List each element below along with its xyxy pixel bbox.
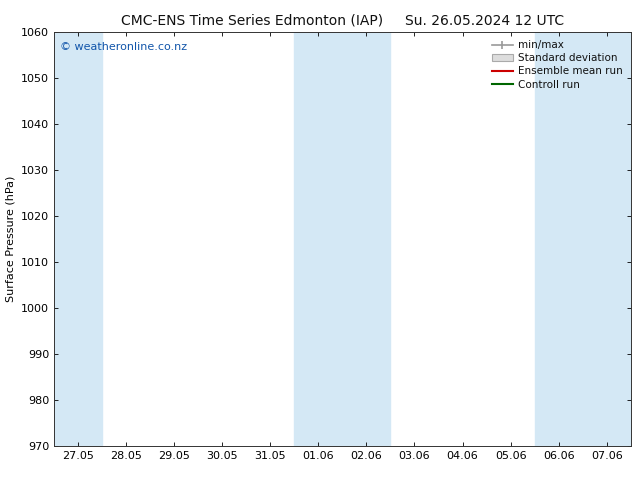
Legend: min/max, Standard deviation, Ensemble mean run, Controll run: min/max, Standard deviation, Ensemble me… xyxy=(489,37,626,93)
Bar xyxy=(534,32,631,446)
Text: © weatheronline.co.nz: © weatheronline.co.nz xyxy=(60,42,187,52)
Bar xyxy=(54,32,102,446)
Y-axis label: Surface Pressure (hPa): Surface Pressure (hPa) xyxy=(5,176,15,302)
Bar xyxy=(294,32,391,446)
Title: CMC-ENS Time Series Edmonton (IAP)     Su. 26.05.2024 12 UTC: CMC-ENS Time Series Edmonton (IAP) Su. 2… xyxy=(121,14,564,28)
